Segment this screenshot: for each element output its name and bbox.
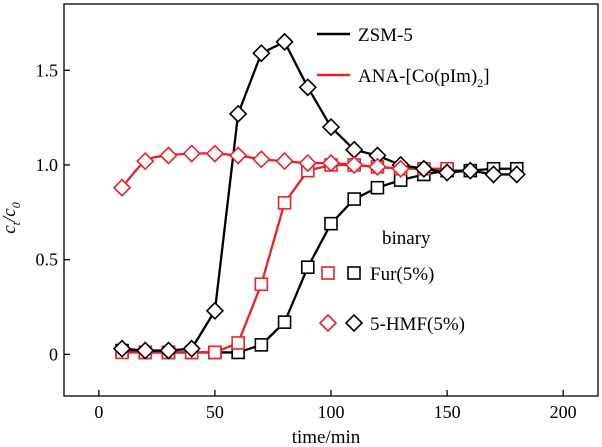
series-line-zsm-5-5-hmf-5 — [121, 40, 517, 352]
legend-group: ZSM-5 ANA-[Co(pIm)2] binary Fur(5%) 5-HM… — [317, 25, 490, 335]
legend-ana-subscript: 2 — [477, 76, 483, 90]
x-tick-label: 200 — [550, 402, 577, 422]
data-point-diamond — [182, 144, 201, 163]
plot-frame-group — [63, 3, 599, 397]
data-point-square — [254, 277, 269, 292]
legend-zsm-label: ZSM-5 — [358, 25, 413, 46]
data-point-diamond — [321, 117, 341, 137]
data-point-diamond — [136, 341, 155, 360]
data-point-square — [277, 315, 292, 329]
plot-frame — [63, 3, 599, 397]
data-point-diamond — [275, 32, 294, 52]
data-point-diamond — [368, 157, 387, 176]
data-point-square — [300, 260, 315, 275]
x-tick-label: 100 — [318, 402, 345, 422]
data-point-diamond — [484, 165, 503, 184]
data-point-diamond — [298, 153, 317, 173]
data-point-diamond — [461, 161, 480, 180]
data-point-square — [254, 338, 269, 352]
legend-hmf-black-diamond — [344, 313, 364, 333]
data-point-diamond — [159, 146, 178, 165]
data-point-diamond — [321, 153, 341, 173]
data-point-diamond — [205, 144, 225, 163]
data-point-diamond — [252, 150, 271, 169]
series-group — [112, 32, 526, 360]
data-point-diamond — [298, 78, 317, 97]
data-point-square — [277, 196, 292, 210]
data-point-diamond — [252, 44, 271, 63]
y-axis-label-sep: /c — [0, 208, 20, 223]
legend-ana-label: ANA-[Co(pIm)2] — [358, 66, 490, 90]
data-point-diamond — [112, 339, 132, 358]
data-point-diamond — [159, 341, 178, 360]
data-point-diamond — [182, 339, 201, 358]
data-point-diamond — [228, 146, 248, 165]
legend-fur-red-square — [321, 266, 335, 280]
y-axis-label-sub-t: t — [9, 221, 23, 225]
y-tick-label: 0.5 — [36, 250, 59, 270]
y-axis-label-sub-0: 0 — [9, 202, 23, 208]
x-tick-label: 0 — [94, 402, 103, 422]
y-tick-label: 1.5 — [36, 60, 59, 80]
y-tick-label: 0 — [49, 344, 58, 364]
x-axis-label: time/min — [292, 427, 361, 447]
data-point-diamond — [205, 301, 225, 320]
data-point-diamond — [507, 165, 526, 184]
legend-fur-label: Fur(5%) — [370, 264, 434, 285]
legend-hmf-label: 5-HMF(5%) — [370, 314, 465, 335]
data-point-diamond — [437, 163, 457, 182]
data-point-square — [208, 345, 222, 360]
legend-ana-suffix: ] — [483, 66, 489, 87]
data-point-diamond — [136, 152, 155, 171]
y-axis-label: ct/c0 — [0, 202, 23, 234]
data-point-diamond — [112, 178, 132, 197]
x-tick-label: 150 — [434, 402, 461, 422]
data-point-diamond — [345, 155, 364, 175]
y-tick-label: 1.0 — [36, 155, 59, 175]
data-point-square — [231, 336, 245, 350]
x-tick-label: 50 — [206, 402, 224, 422]
legend-binary-title: binary — [382, 228, 431, 249]
data-point-square — [347, 192, 362, 206]
data-point-diamond — [228, 104, 248, 123]
legend-ana-prefix: ANA-[Co(pIm) — [358, 66, 477, 87]
legend-hmf-red-diamond — [318, 313, 338, 333]
data-point-diamond — [391, 159, 410, 178]
legend-fur-black-square — [347, 266, 361, 280]
data-point-square — [370, 180, 385, 195]
data-point-diamond — [275, 152, 294, 171]
y-axis-label-c: c — [0, 225, 20, 234]
data-point-square — [324, 216, 338, 231]
data-point-diamond — [414, 159, 434, 178]
